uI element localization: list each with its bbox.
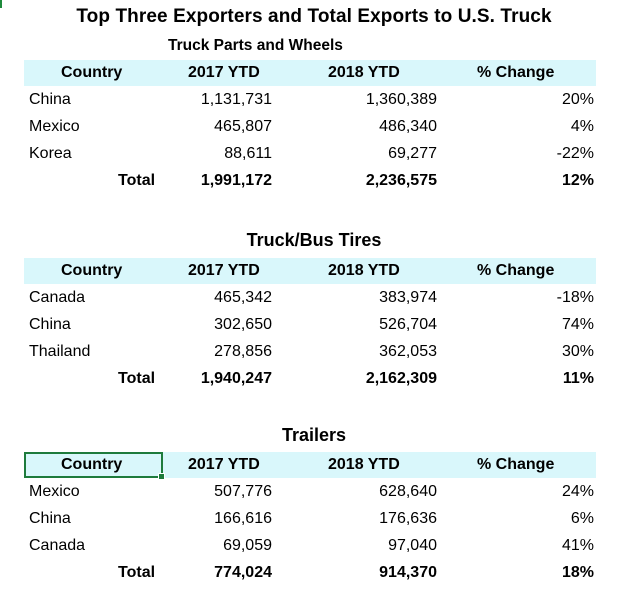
- header-2017-ytd[interactable]: 2017 YTD: [188, 262, 260, 279]
- cell-2018[interactable]: 486,340: [379, 118, 437, 135]
- table-row: Korea 88,611 69,277 -22%: [24, 140, 596, 167]
- cell-2017[interactable]: 302,650: [214, 316, 272, 333]
- cell-country[interactable]: China: [29, 91, 71, 108]
- page-title: Top Three Exporters and Total Exports to…: [76, 6, 552, 27]
- total-row: Total 1,991,172 2,236,575 12%: [24, 167, 596, 194]
- header-2018-ytd[interactable]: 2018 YTD: [328, 456, 400, 473]
- cell-pct-change[interactable]: 41%: [561, 537, 594, 554]
- table-truck-parts: Country 2017 YTD 2018 YTD % Change China…: [24, 60, 596, 194]
- table-header-row: Country 2017 YTD 2018 YTD % Change: [24, 452, 596, 480]
- header-pct-change[interactable]: % Change: [477, 64, 555, 81]
- cell-pct-change[interactable]: 74%: [561, 316, 594, 333]
- table-row: China 1,131,731 1,360,389 20%: [24, 86, 596, 113]
- table-row: Canada 69,059 97,040 41%: [24, 532, 596, 559]
- table-row: Thailand 278,856 362,053 30%: [24, 338, 596, 365]
- table-row: Mexico 507,776 628,640 24%: [24, 478, 596, 505]
- cell-2018[interactable]: 628,640: [379, 483, 437, 500]
- cell-pct-change[interactable]: 30%: [561, 343, 594, 360]
- cell-total-2017[interactable]: 1,940,247: [200, 370, 272, 387]
- cell-total-pct-change[interactable]: 18%: [561, 564, 594, 581]
- cell-pct-change[interactable]: 20%: [561, 91, 594, 108]
- cell-country[interactable]: China: [29, 510, 71, 527]
- cell-2017[interactable]: 507,776: [214, 483, 272, 500]
- cell-2018[interactable]: 1,360,389: [365, 91, 437, 108]
- header-2018-ytd[interactable]: 2018 YTD: [328, 64, 400, 81]
- header-country[interactable]: Country: [61, 456, 123, 473]
- header-2017-ytd[interactable]: 2017 YTD: [188, 64, 260, 81]
- table-row: Mexico 465,807 486,340 4%: [24, 113, 596, 140]
- cell-total-label[interactable]: Total: [118, 172, 156, 189]
- cell-2017[interactable]: 278,856: [214, 343, 272, 360]
- header-country[interactable]: Country: [61, 64, 123, 81]
- header-pct-change[interactable]: % Change: [477, 262, 555, 279]
- cell-total-pct-change[interactable]: 11%: [562, 370, 594, 387]
- cell-country[interactable]: Canada: [29, 537, 86, 554]
- cell-total-2018[interactable]: 914,370: [379, 564, 437, 581]
- cell-pct-change[interactable]: 24%: [561, 483, 594, 500]
- table-row: China 302,650 526,704 74%: [24, 311, 596, 338]
- cell-total-2018[interactable]: 2,236,575: [365, 172, 437, 189]
- cell-pct-change[interactable]: -22%: [556, 145, 594, 162]
- total-row: Total 1,940,247 2,162,309 11%: [24, 365, 596, 392]
- cell-2017[interactable]: 465,807: [214, 118, 272, 135]
- cell-total-label[interactable]: Total: [118, 370, 156, 387]
- cell-2017[interactable]: 465,342: [214, 289, 272, 306]
- header-2018-ytd[interactable]: 2018 YTD: [328, 262, 400, 279]
- cell-total-label[interactable]: Total: [118, 564, 156, 581]
- cell-country[interactable]: Mexico: [29, 483, 80, 500]
- cell-country[interactable]: Korea: [29, 145, 72, 162]
- cell-2017[interactable]: 88,611: [224, 145, 272, 162]
- cell-country[interactable]: Canada: [29, 289, 86, 306]
- cell-pct-change[interactable]: 6%: [570, 510, 594, 527]
- cell-2018[interactable]: 69,277: [388, 145, 437, 162]
- cell-country[interactable]: Mexico: [29, 118, 80, 135]
- cell-pct-change[interactable]: 4%: [570, 118, 594, 135]
- cell-2017[interactable]: 166,616: [214, 510, 272, 527]
- table-truck-bus-tires: Country 2017 YTD 2018 YTD % Change Canad…: [24, 258, 596, 392]
- header-country[interactable]: Country: [61, 262, 123, 279]
- header-pct-change[interactable]: % Change: [477, 456, 555, 473]
- cell-2018[interactable]: 526,704: [379, 316, 437, 333]
- cell-2018[interactable]: 383,974: [379, 289, 437, 306]
- section-title-trailers: Trailers: [281, 425, 347, 445]
- section-title-truck-parts: Truck Parts and Wheels: [168, 37, 343, 54]
- cell-2017[interactable]: 69,059: [223, 537, 272, 554]
- cell-country[interactable]: China: [29, 316, 71, 333]
- header-2017-ytd[interactable]: 2017 YTD: [188, 456, 260, 473]
- table-row: China 166,616 176,636 6%: [24, 505, 596, 532]
- section-title-truck-bus-tires: Truck/Bus Tires: [246, 230, 382, 250]
- cell-country[interactable]: Thailand: [29, 343, 91, 360]
- table-trailers: Country 2017 YTD 2018 YTD % Change Mexic…: [24, 452, 596, 586]
- cell-total-pct-change[interactable]: 12%: [561, 172, 594, 189]
- cell-indicator-mark: [0, 0, 2, 8]
- selected-cell-outline[interactable]: [24, 452, 165, 480]
- total-row: Total 774,024 914,370 18%: [24, 559, 596, 586]
- cell-2018[interactable]: 176,636: [379, 510, 437, 527]
- cell-total-2017[interactable]: 1,991,172: [200, 172, 272, 189]
- table-header-row: Country 2017 YTD 2018 YTD % Change: [24, 60, 596, 86]
- cell-2018[interactable]: 97,040: [388, 537, 437, 554]
- cell-2018[interactable]: 362,053: [379, 343, 437, 360]
- cell-total-2018[interactable]: 2,162,309: [365, 370, 437, 387]
- cell-pct-change[interactable]: -18%: [556, 289, 594, 306]
- table-header-row: Country 2017 YTD 2018 YTD % Change: [24, 258, 596, 284]
- cell-total-2017[interactable]: 774,024: [214, 564, 272, 581]
- cell-2017[interactable]: 1,131,731: [200, 91, 272, 108]
- table-row: Canada 465,342 383,974 -18%: [24, 284, 596, 311]
